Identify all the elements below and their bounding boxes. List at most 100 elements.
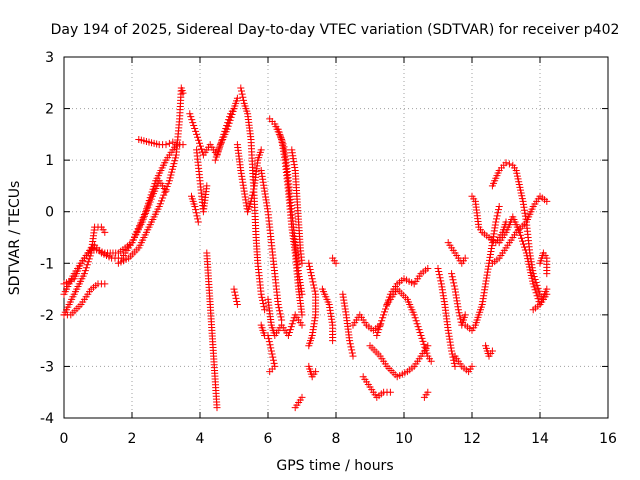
- data-point: [379, 314, 387, 322]
- data-point: [162, 141, 170, 149]
- data-point: [423, 349, 431, 357]
- data-point: [261, 331, 269, 339]
- data-point: [521, 246, 529, 254]
- data-point: [285, 329, 293, 337]
- data-point: [305, 262, 313, 270]
- data-point: [187, 113, 195, 121]
- y-tick-label: 3: [45, 50, 54, 66]
- x-tick-labels: 0 2 4 6 8 10 12 14 16: [60, 431, 617, 447]
- data-point: [493, 212, 501, 220]
- data-point: [233, 301, 241, 309]
- data-point: [448, 273, 456, 281]
- data-point: [450, 282, 458, 290]
- data-point: [436, 274, 444, 282]
- data-point: [240, 96, 248, 104]
- data-point: [223, 125, 231, 133]
- data-point: [159, 194, 167, 202]
- data-points: [60, 84, 551, 412]
- data-point: [414, 323, 422, 331]
- data-point: [415, 326, 423, 334]
- data-point: [165, 139, 173, 147]
- data-point: [80, 270, 88, 278]
- data-point: [373, 331, 381, 339]
- data-point: [277, 313, 285, 321]
- x-tick-label: 16: [599, 431, 617, 447]
- data-point: [289, 317, 297, 325]
- data-point: [233, 297, 241, 305]
- data-point: [288, 320, 296, 328]
- data-point: [279, 140, 287, 148]
- data-point: [194, 215, 202, 223]
- data-point: [237, 84, 245, 92]
- data-point: [495, 203, 503, 211]
- data-point: [192, 209, 200, 217]
- data-point: [170, 160, 178, 168]
- data-point: [101, 280, 109, 288]
- data-point: [348, 346, 356, 354]
- data-point: [468, 362, 476, 370]
- data-point: [518, 234, 526, 242]
- data-point: [155, 203, 163, 211]
- data-point: [260, 303, 268, 311]
- data-point: [346, 340, 354, 348]
- data-point: [534, 295, 542, 303]
- data-point: [188, 116, 196, 124]
- data-point: [448, 270, 456, 278]
- data-point: [420, 340, 428, 348]
- data-point: [157, 197, 165, 205]
- data-point: [165, 177, 173, 185]
- data-point: [298, 290, 306, 298]
- data-point: [488, 347, 496, 355]
- data-point: [163, 183, 171, 191]
- y-tick-labels: -4 -3 -2 -1 0 1 2 3: [40, 50, 54, 427]
- data-point: [381, 308, 389, 316]
- data-point: [307, 269, 315, 277]
- data-point: [530, 283, 538, 291]
- data-point: [382, 305, 390, 313]
- data-point: [189, 119, 197, 127]
- data-point: [435, 271, 443, 279]
- data-point: [529, 280, 537, 288]
- data-point: [231, 291, 239, 299]
- data-point: [419, 337, 427, 345]
- data-point: [190, 122, 198, 130]
- data-point: [193, 130, 201, 138]
- data-point: [451, 362, 459, 370]
- data-point: [448, 347, 456, 355]
- data-point: [305, 259, 313, 267]
- y-tick-label: -2: [40, 308, 54, 324]
- data-point: [276, 131, 284, 139]
- data-point: [84, 258, 92, 266]
- data-point: [424, 264, 432, 272]
- data-point: [258, 293, 266, 301]
- data-point: [203, 182, 211, 190]
- data-point: [378, 317, 386, 325]
- data-point: [213, 404, 221, 412]
- y-tick-label: -4: [40, 411, 54, 427]
- data-point: [259, 300, 267, 308]
- data-point: [543, 270, 551, 278]
- data-point: [427, 357, 435, 365]
- data-point: [276, 307, 284, 315]
- data-point: [298, 259, 306, 267]
- data-point: [348, 349, 356, 357]
- data-point: [257, 146, 265, 154]
- data-point: [276, 310, 284, 318]
- data-point: [461, 254, 469, 262]
- data-point: [231, 288, 239, 296]
- data-point: [495, 206, 503, 214]
- data-point: [310, 281, 318, 289]
- data-point: [277, 134, 285, 142]
- data-point: [161, 188, 169, 196]
- data-point: [309, 278, 317, 286]
- data-point: [492, 215, 500, 223]
- data-point: [312, 368, 320, 376]
- data-point: [226, 116, 234, 124]
- data-point: [179, 89, 187, 97]
- data-point: [233, 94, 241, 102]
- data-point: [533, 281, 541, 289]
- x-tick-label: 10: [395, 431, 413, 447]
- data-point: [461, 311, 469, 319]
- data-point: [347, 343, 355, 351]
